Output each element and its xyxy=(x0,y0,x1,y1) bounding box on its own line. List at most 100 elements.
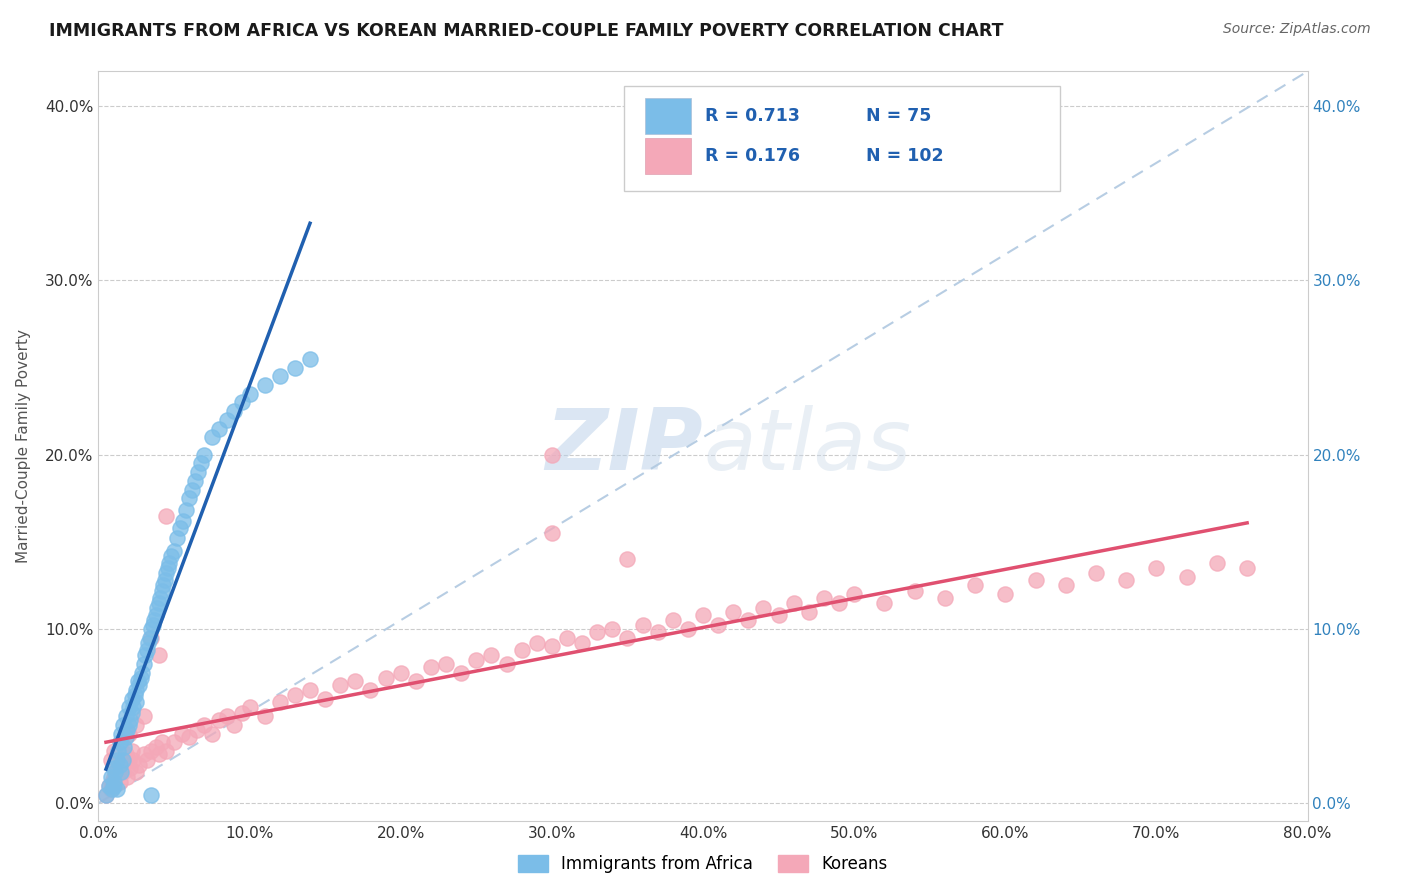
Point xyxy=(540,640,562,654)
Y-axis label: Married-Couple Family Poverty: Married-Couple Family Poverty xyxy=(17,329,31,563)
Point xyxy=(873,596,896,610)
Point xyxy=(122,700,145,714)
Point xyxy=(134,648,156,662)
Point xyxy=(94,788,117,802)
Point xyxy=(215,413,238,427)
Point xyxy=(179,730,201,744)
Point xyxy=(193,448,215,462)
Point xyxy=(110,726,132,740)
Point xyxy=(149,591,172,605)
Point xyxy=(127,674,149,689)
Point xyxy=(132,709,155,723)
Point xyxy=(201,726,224,740)
FancyBboxPatch shape xyxy=(624,87,1060,191)
Point xyxy=(112,757,135,772)
Point xyxy=(98,779,121,793)
Point xyxy=(163,543,186,558)
Point xyxy=(707,618,730,632)
Point xyxy=(118,718,141,732)
Point xyxy=(190,457,212,471)
Text: ZIP: ZIP xyxy=(546,404,703,488)
Point xyxy=(1206,556,1229,570)
Point xyxy=(481,648,503,662)
Point xyxy=(110,764,132,779)
Point xyxy=(215,709,238,723)
Point xyxy=(103,761,125,775)
Text: N = 102: N = 102 xyxy=(866,147,943,165)
Bar xyxy=(645,97,690,134)
Point xyxy=(540,448,562,462)
Point xyxy=(107,744,129,758)
Point xyxy=(101,782,124,797)
Point xyxy=(405,674,427,689)
Point xyxy=(934,591,956,605)
Point xyxy=(108,775,131,789)
Point xyxy=(540,526,562,541)
Point xyxy=(118,700,141,714)
Point xyxy=(125,682,148,697)
Point xyxy=(208,713,231,727)
Point xyxy=(105,753,128,767)
Point xyxy=(1054,578,1077,592)
Point xyxy=(121,744,143,758)
Point xyxy=(647,625,669,640)
Point xyxy=(661,613,683,627)
Point xyxy=(813,591,835,605)
Point xyxy=(994,587,1017,601)
Point xyxy=(141,631,163,645)
Point xyxy=(187,465,209,479)
Point xyxy=(170,726,193,740)
Point xyxy=(118,726,141,740)
Point xyxy=(201,430,224,444)
Point xyxy=(141,788,163,802)
Point xyxy=(253,378,276,392)
Point xyxy=(329,678,352,692)
Point xyxy=(160,549,183,563)
Point xyxy=(389,665,412,680)
Point xyxy=(450,665,472,680)
Point xyxy=(156,561,179,575)
Point xyxy=(224,718,246,732)
Point xyxy=(299,682,322,697)
Point xyxy=(231,395,253,409)
Point xyxy=(111,718,134,732)
Point xyxy=(465,653,488,667)
Point xyxy=(904,583,927,598)
Point xyxy=(184,474,207,488)
Point xyxy=(100,782,122,797)
Point xyxy=(135,753,157,767)
Point xyxy=(360,682,382,697)
Point xyxy=(692,607,714,622)
Point xyxy=(141,744,163,758)
Point xyxy=(284,360,307,375)
Point xyxy=(148,596,170,610)
Point xyxy=(121,706,143,720)
Text: N = 75: N = 75 xyxy=(866,106,932,125)
Point xyxy=(174,503,197,517)
Point xyxy=(159,556,181,570)
Point xyxy=(253,709,276,723)
Point xyxy=(344,674,367,689)
Point xyxy=(163,735,186,749)
Bar xyxy=(645,138,690,174)
Point xyxy=(105,764,128,779)
Point xyxy=(231,706,253,720)
Point xyxy=(120,761,142,775)
Point xyxy=(1236,561,1258,575)
Point xyxy=(314,691,336,706)
Point xyxy=(118,753,141,767)
Point xyxy=(1144,561,1167,575)
Point xyxy=(155,508,177,523)
Point xyxy=(145,740,167,755)
Point xyxy=(844,587,866,601)
Legend: Immigrants from Africa, Koreans: Immigrants from Africa, Koreans xyxy=(512,848,894,880)
Point xyxy=(586,625,609,640)
Point xyxy=(125,764,148,779)
Point xyxy=(299,351,322,366)
Point xyxy=(135,643,157,657)
Point xyxy=(124,688,146,702)
Point xyxy=(105,782,128,797)
Point xyxy=(128,678,150,692)
Point xyxy=(965,578,987,592)
Point xyxy=(676,622,699,636)
